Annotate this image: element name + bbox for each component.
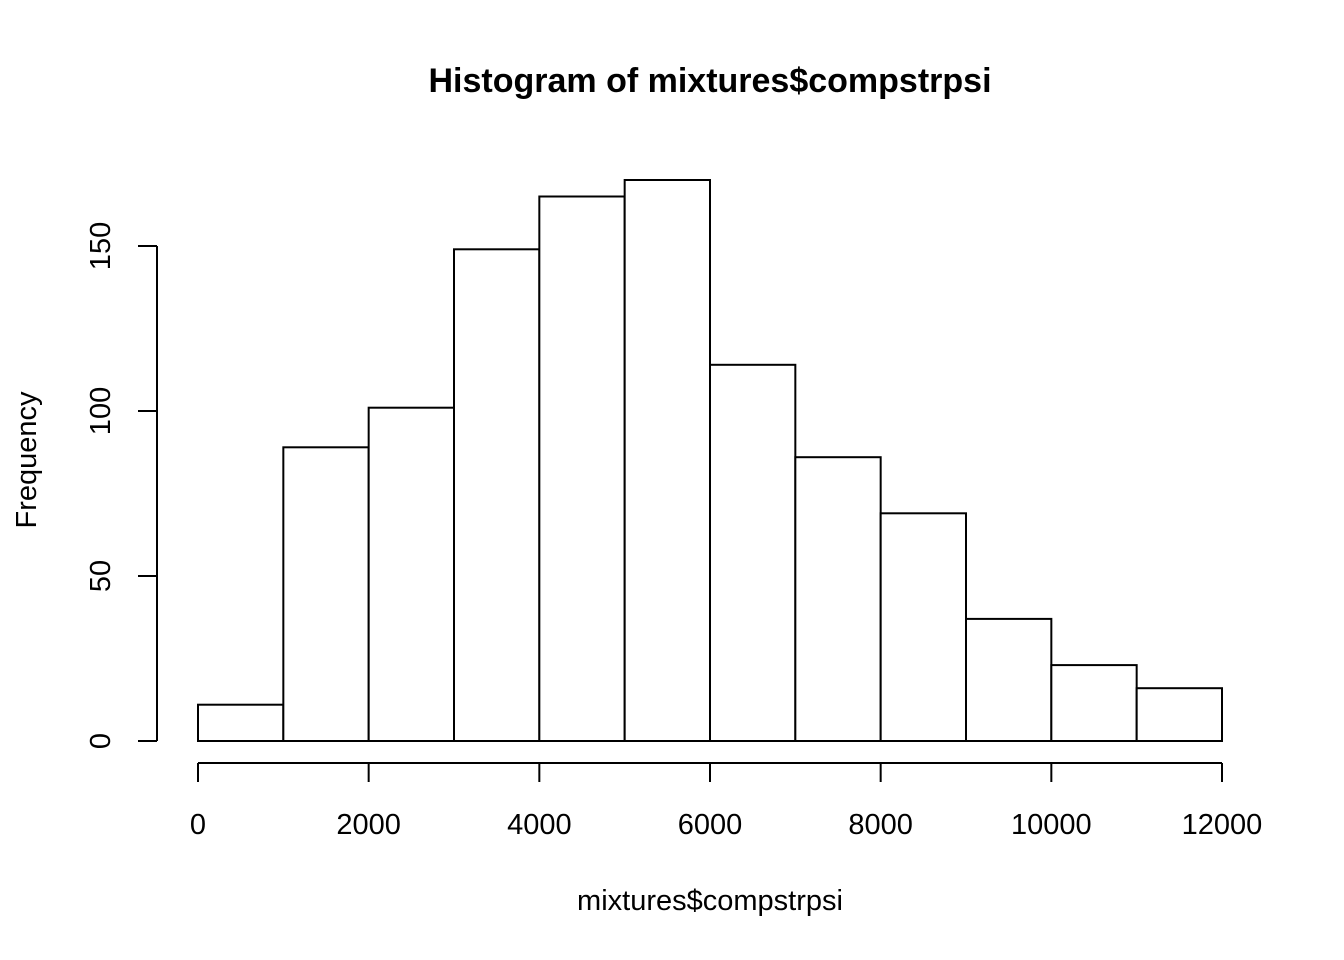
x-axis: 0 2000 4000 6000 8000 10000 12000 xyxy=(190,762,1263,841)
histogram-bar xyxy=(794,456,882,742)
x-tick-label: 2000 xyxy=(336,809,401,841)
x-tick-label: 10000 xyxy=(1011,809,1092,841)
histogram-bar xyxy=(197,703,285,743)
bars-group xyxy=(197,179,1223,743)
y-tick-label: 150 xyxy=(85,222,117,270)
histogram-bar xyxy=(879,512,968,742)
histogram-bar xyxy=(538,195,626,742)
x-tick-label: 0 xyxy=(190,809,206,841)
histogram-bar xyxy=(367,406,455,742)
histogram-bar xyxy=(965,617,1053,743)
histogram-bar xyxy=(623,179,712,742)
y-axis: 0 50 100 150 xyxy=(85,222,158,749)
x-axis-label: mixtures$compstrpsi xyxy=(577,885,843,917)
x-tick-label: 6000 xyxy=(678,809,743,841)
x-tick-label: 12000 xyxy=(1182,809,1263,841)
histogram-bar xyxy=(709,363,797,742)
histogram-bar xyxy=(453,248,541,743)
x-tick-label: 4000 xyxy=(507,809,572,841)
chart-title: Histogram of mixtures$compstrpsi xyxy=(428,62,991,100)
y-tick-label: 0 xyxy=(85,733,117,749)
y-axis-label: Frequency xyxy=(11,391,43,529)
histogram-bar xyxy=(282,446,370,742)
histogram-bar xyxy=(1135,687,1223,743)
histogram-bar xyxy=(1050,664,1138,742)
y-tick-label: 50 xyxy=(85,560,117,592)
y-tick-label: 100 xyxy=(85,387,117,435)
x-tick-label: 8000 xyxy=(848,809,913,841)
